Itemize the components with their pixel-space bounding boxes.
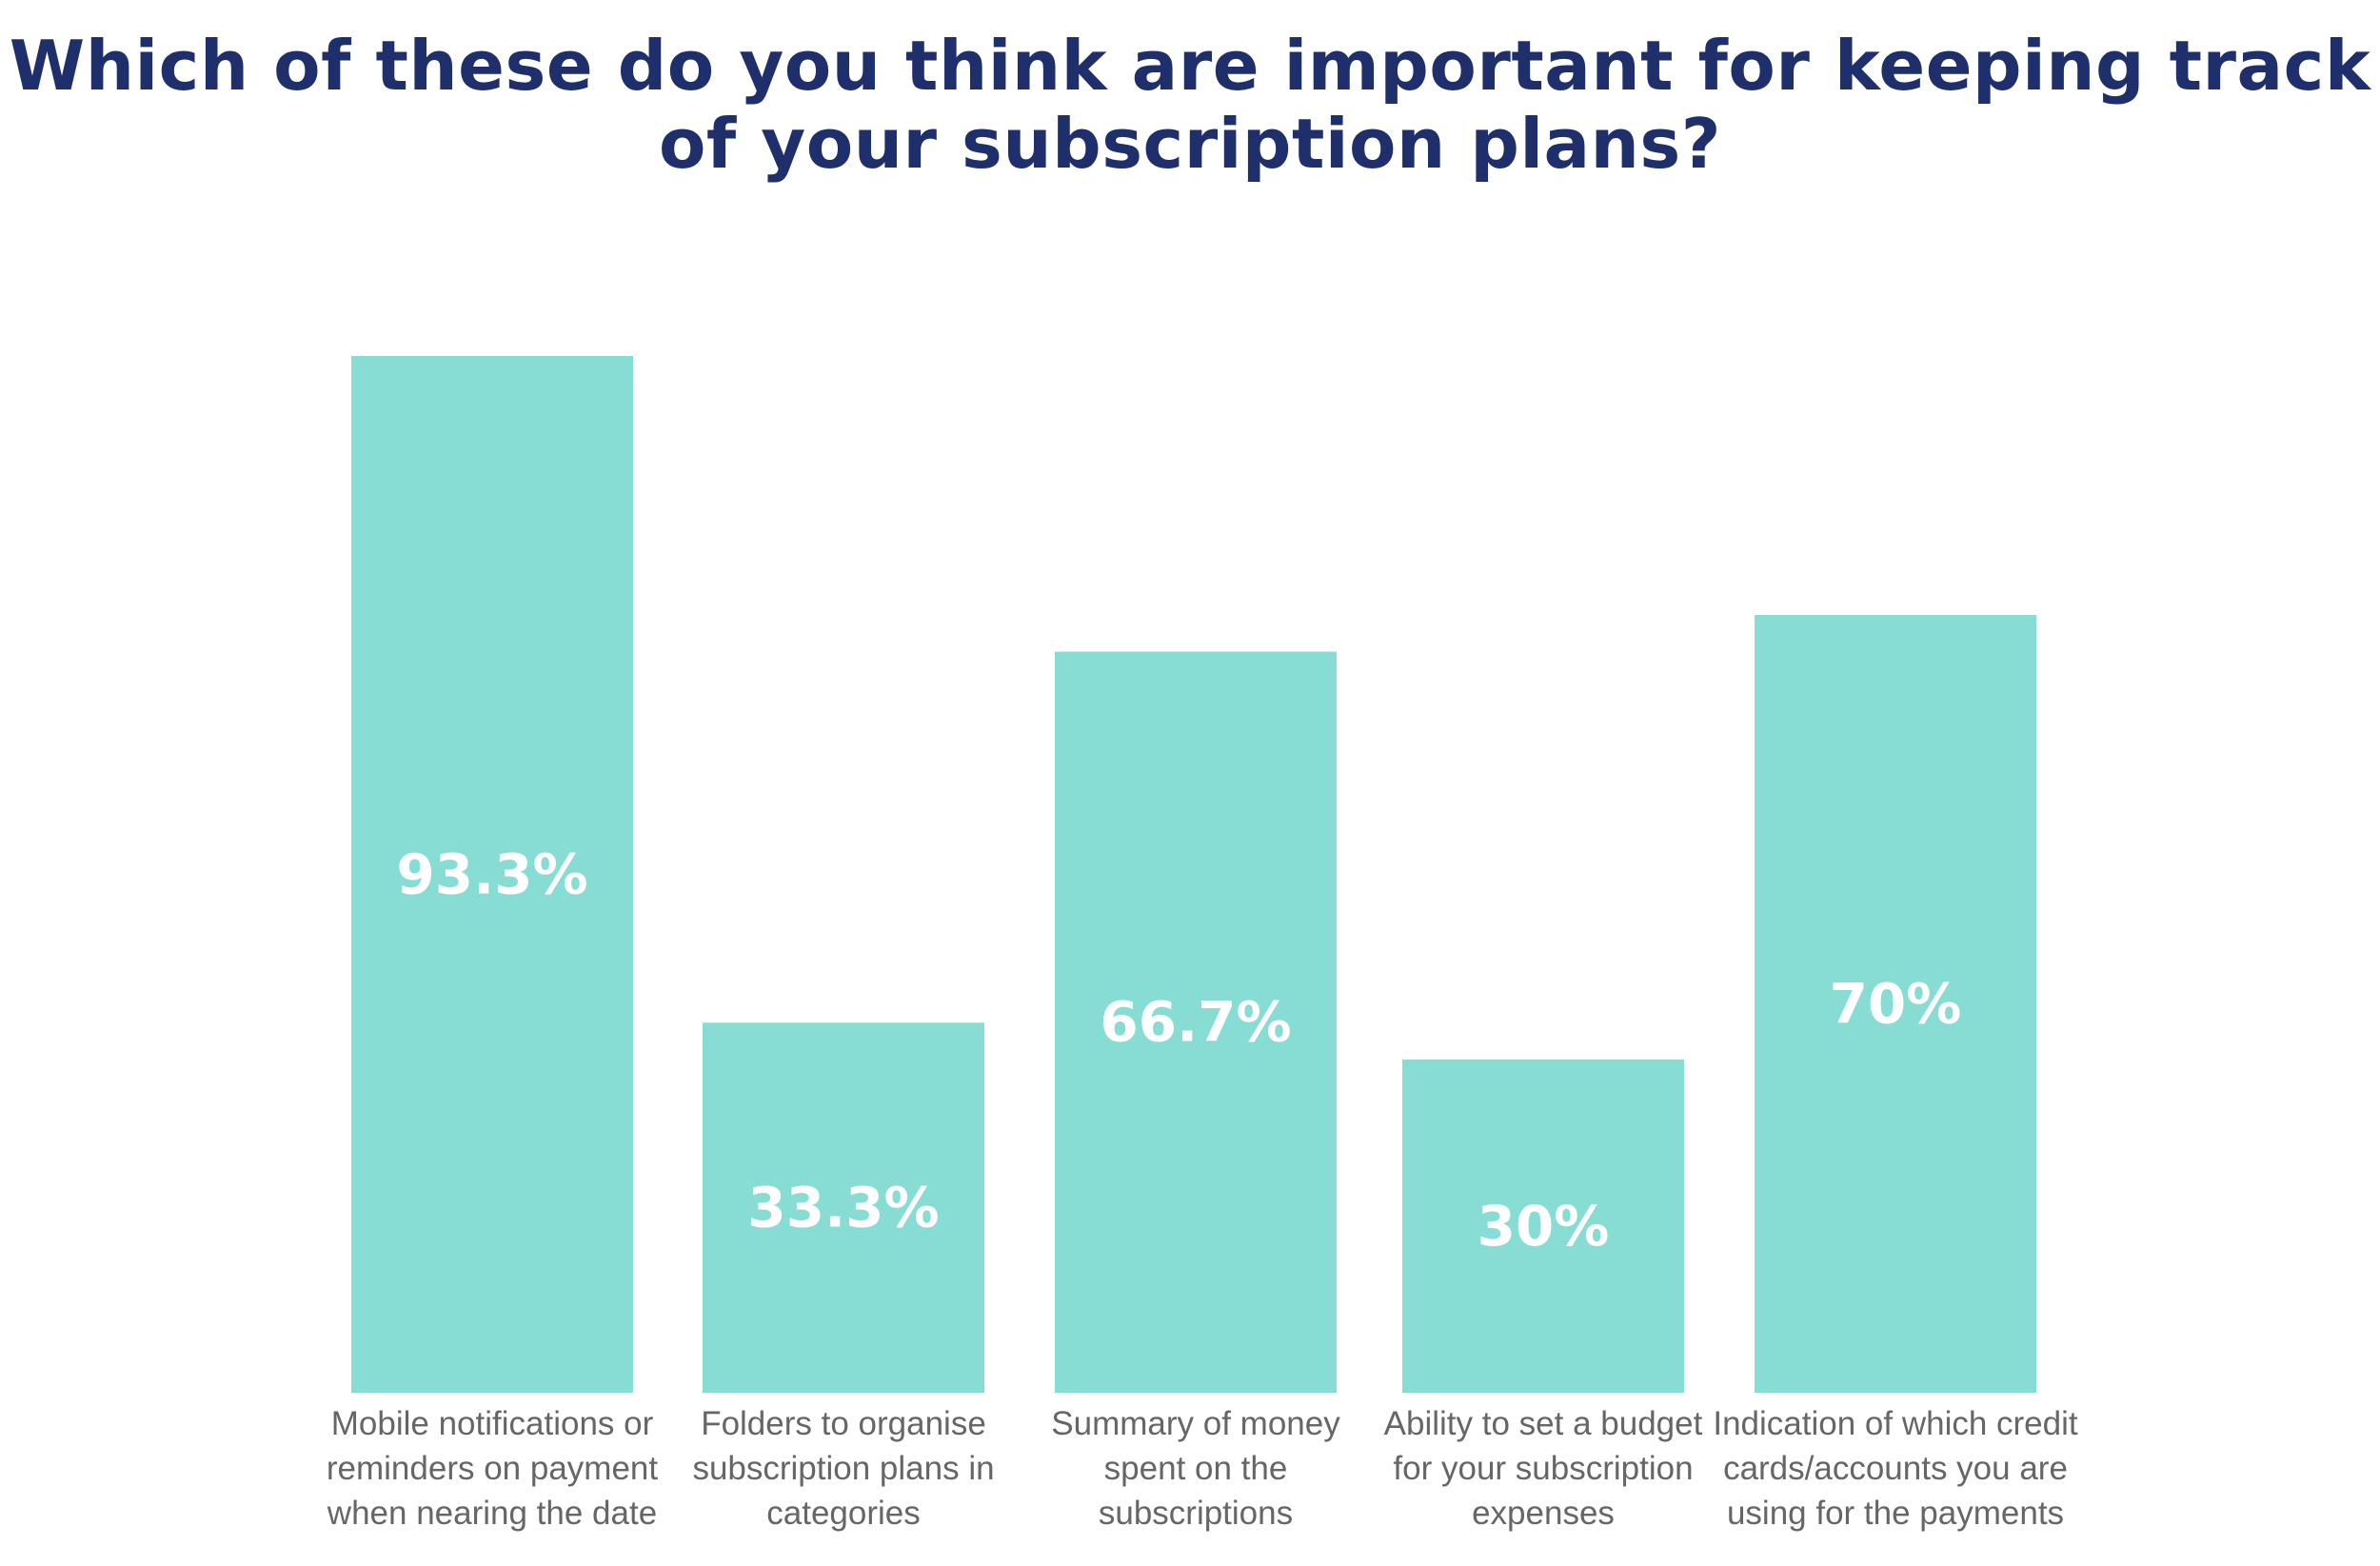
- bar-value-label-1: 93.3%: [396, 842, 587, 907]
- bar-1: [351, 356, 633, 1393]
- category-label-4-line-2: for your subscription: [1393, 1450, 1693, 1487]
- category-label-1-line-1: Mobile notifications or: [331, 1405, 654, 1442]
- category-label-4-line-1: Ability to set a budget: [1384, 1405, 1703, 1442]
- bar-value-label-4: 30%: [1478, 1194, 1610, 1259]
- category-label-4-line-3: expenses: [1472, 1495, 1615, 1532]
- category-label-2-line-2: subscription plans in: [692, 1450, 994, 1487]
- bar-value-label-2: 33.3%: [747, 1176, 939, 1240]
- category-label-5-line-3: using for the payments: [1727, 1495, 2064, 1532]
- bar-value-labels-group: 93.3% 33.3% 66.7% 30% 70%: [396, 842, 1961, 1259]
- category-label-2-line-3: categories: [766, 1495, 920, 1532]
- bar-3: [1055, 651, 1337, 1393]
- category-label-1: Mobile notifications or reminders on paym…: [327, 1405, 659, 1532]
- category-label-5-line-2: cards/accounts you are: [1723, 1450, 2068, 1487]
- category-label-3-line-2: spent on the: [1104, 1450, 1288, 1487]
- chart-title-line-1: Which of these do you think are importan…: [9, 26, 2371, 106]
- category-label-3: Summary of money spent on the subscription…: [1051, 1405, 1340, 1532]
- category-label-5: Indication of which credit cards/accounts…: [1713, 1405, 2078, 1532]
- category-label-1-line-3: when nearing the date: [327, 1495, 657, 1532]
- category-label-3-line-1: Summary of money: [1051, 1405, 1340, 1442]
- chart-title: Which of these do you think are importan…: [0, 27, 2380, 183]
- bar-value-label-3: 66.7%: [1100, 990, 1291, 1055]
- category-label-1-line-2: reminders on payment: [327, 1450, 658, 1487]
- bar-2: [703, 1022, 984, 1393]
- bar-4: [1402, 1059, 1684, 1393]
- bars-group: [351, 356, 2036, 1393]
- category-label-5-line-1: Indication of which credit: [1713, 1405, 2078, 1442]
- chart-title-line-2: of your subscription plans?: [658, 104, 1722, 184]
- category-labels-group: Mobile notifications or reminders on paym…: [327, 1405, 2078, 1532]
- bar-value-label-5: 70%: [1830, 971, 1962, 1036]
- category-label-3-line-3: subscriptions: [1099, 1495, 1293, 1532]
- category-label-4: Ability to set a budget for your subscrip…: [1384, 1405, 1703, 1532]
- bar-5: [1755, 614, 2036, 1393]
- category-label-2-line-1: Folders to organise: [701, 1405, 986, 1442]
- category-label-2: Folders to organise subscription plans in…: [692, 1405, 994, 1532]
